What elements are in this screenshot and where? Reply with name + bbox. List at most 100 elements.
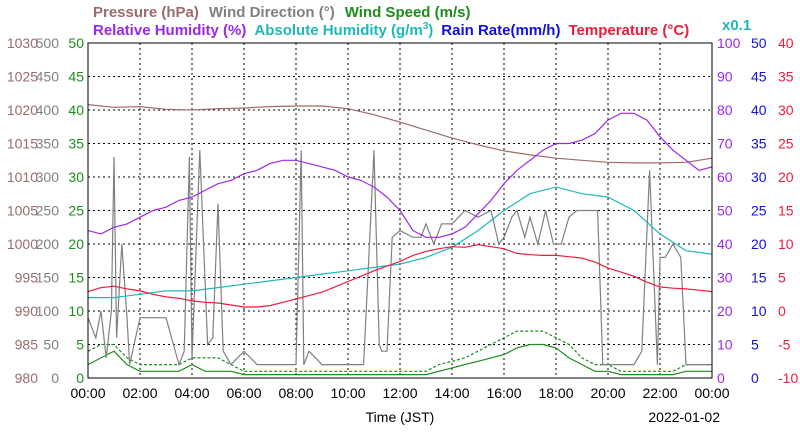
legend-item: Absolute Humidity (g/m3) <box>254 21 433 39</box>
series-lines <box>87 104 713 376</box>
y-tick-label: 250 <box>36 203 60 219</box>
y-tick-label: 60 <box>717 169 733 185</box>
y-tick-label: 50 <box>751 35 767 51</box>
y-tick-label: 30 <box>717 270 733 286</box>
y-tick-label: 40 <box>717 236 733 252</box>
x-tick-label: 00:00 <box>70 385 105 401</box>
y-tick-label: 300 <box>36 169 60 185</box>
y-tick-label: 20 <box>778 169 794 185</box>
y-tick-label: 25 <box>751 203 767 219</box>
x-tick-label: 20:00 <box>590 385 625 401</box>
series-line-wind-speed-m-s <box>87 343 712 376</box>
x-axis: 00:00 02:00 04:00 06:00 08:00 10:00 12:00 14:00… <box>70 385 729 425</box>
series-line-pressure-hpa <box>87 104 713 164</box>
y-tick-label: 40 <box>778 35 794 51</box>
y-tick-label: 50 <box>68 35 84 51</box>
y-tick-label: 10 <box>751 303 767 319</box>
x-axis-label: Time (JST) <box>366 409 435 425</box>
y-tick-label: 0 <box>778 303 786 319</box>
y-tick-label: 40 <box>751 102 767 118</box>
x-tick-label: 22:00 <box>642 385 677 401</box>
legend-item: Temperature (°C) <box>568 22 689 39</box>
y-tick-label: 80 <box>717 102 733 118</box>
y-tick-label: 10 <box>778 236 794 252</box>
y-tick-label: 350 <box>36 136 60 152</box>
x-tick-label: 18:00 <box>538 385 573 401</box>
y-tick-label: 995 <box>15 270 39 286</box>
x-tick-label: 14:00 <box>434 385 469 401</box>
y-tick-label: 400 <box>36 102 60 118</box>
y-tick-label: 15 <box>751 270 767 286</box>
y-tick-label: 985 <box>15 337 39 353</box>
y-tick-label: 10 <box>68 303 84 319</box>
y-tick-label: 1030 <box>7 35 38 51</box>
x-tick-label: 06:00 <box>226 385 261 401</box>
y-tick-label: 5 <box>76 337 84 353</box>
y-tick-label: 70 <box>717 136 733 152</box>
y-tick-label: 15 <box>68 270 84 286</box>
y-tick-label: 90 <box>717 69 733 85</box>
y-tick-label: 30 <box>68 169 84 185</box>
y-tick-label: 5 <box>751 337 759 353</box>
y-tick-label: 990 <box>15 303 39 319</box>
x-tick-label: 12:00 <box>382 385 417 401</box>
y-tick-label: 1000 <box>7 236 38 252</box>
legend-item: Pressure (hPa) <box>93 4 199 21</box>
series-line-wind-speed-gust-m-s <box>87 330 712 372</box>
y-tick-label: 40 <box>68 102 84 118</box>
y-tick-label: 10 <box>717 337 733 353</box>
y-tick-label: 45 <box>68 69 84 85</box>
y-tick-label: 25 <box>68 203 84 219</box>
y-tick-label: 35 <box>751 136 767 152</box>
series-line-temperature-c <box>87 244 713 308</box>
x-tick-label: 04:00 <box>174 385 209 401</box>
y-tick-label: 45 <box>751 69 767 85</box>
y-tick-label: 0 <box>76 370 84 386</box>
y-tick-label: 50 <box>43 337 59 353</box>
y-tick-label: -5 <box>778 337 791 353</box>
y-tick-label: 35 <box>68 136 84 152</box>
plot-frame <box>87 42 713 379</box>
x-tick-label: 02:00 <box>122 385 157 401</box>
series-line-relative-humidity <box>87 112 713 238</box>
y-tick-label: 30 <box>778 102 794 118</box>
y-tick-label: 35 <box>778 69 794 85</box>
y-tick-label: 980 <box>15 370 39 386</box>
y-tick-label: 1010 <box>7 169 38 185</box>
y-axes: 1030102510201015101010051000995990985980… <box>7 35 799 386</box>
x-tick-label: 10:00 <box>330 385 365 401</box>
y-tick-label: 1015 <box>7 136 38 152</box>
legend-item: Relative Humidity (%) <box>93 22 246 39</box>
date-label: 2022-01-02 <box>648 409 720 425</box>
y-tick-label: 200 <box>36 236 60 252</box>
y-tick-label: 450 <box>36 69 60 85</box>
y-tick-label: 100 <box>36 303 60 319</box>
x-tick-label: 08:00 <box>278 385 313 401</box>
y-tick-label: 0 <box>751 370 759 386</box>
y-tick-label: 15 <box>778 203 794 219</box>
y-tick-label: 0 <box>51 370 59 386</box>
x-tick-label: 00:00 <box>694 385 729 401</box>
series-line-wind-direction <box>87 150 712 367</box>
legend-item: Wind Direction (°) <box>209 4 335 21</box>
y-tick-label: 150 <box>36 270 60 286</box>
y-tick-label: 500 <box>36 35 60 51</box>
y-tick-label: 0 <box>717 370 725 386</box>
y-tick-label: 30 <box>751 169 767 185</box>
grid <box>88 43 712 378</box>
legend: Pressure (hPa) Wind Direction (°) Wind Spe… <box>93 4 751 39</box>
y-tick-label: 1025 <box>7 69 38 85</box>
y-tick-label: 25 <box>778 136 794 152</box>
y-tick-label: 100 <box>717 35 741 51</box>
y-tick-label: -10 <box>778 370 798 386</box>
y-tick-label: 50 <box>717 203 733 219</box>
y-tick-label: 20 <box>751 236 767 252</box>
y-tick-label: 20 <box>68 236 84 252</box>
legend-item: Rain Rate(mm/h) <box>441 22 560 39</box>
multiplier-label: x0.1 <box>722 17 751 34</box>
y-tick-label: 1020 <box>7 102 38 118</box>
y-tick-label: 1005 <box>7 203 38 219</box>
legend-item: Wind Speed (m/s) <box>345 4 471 21</box>
y-tick-label: 5 <box>778 270 786 286</box>
